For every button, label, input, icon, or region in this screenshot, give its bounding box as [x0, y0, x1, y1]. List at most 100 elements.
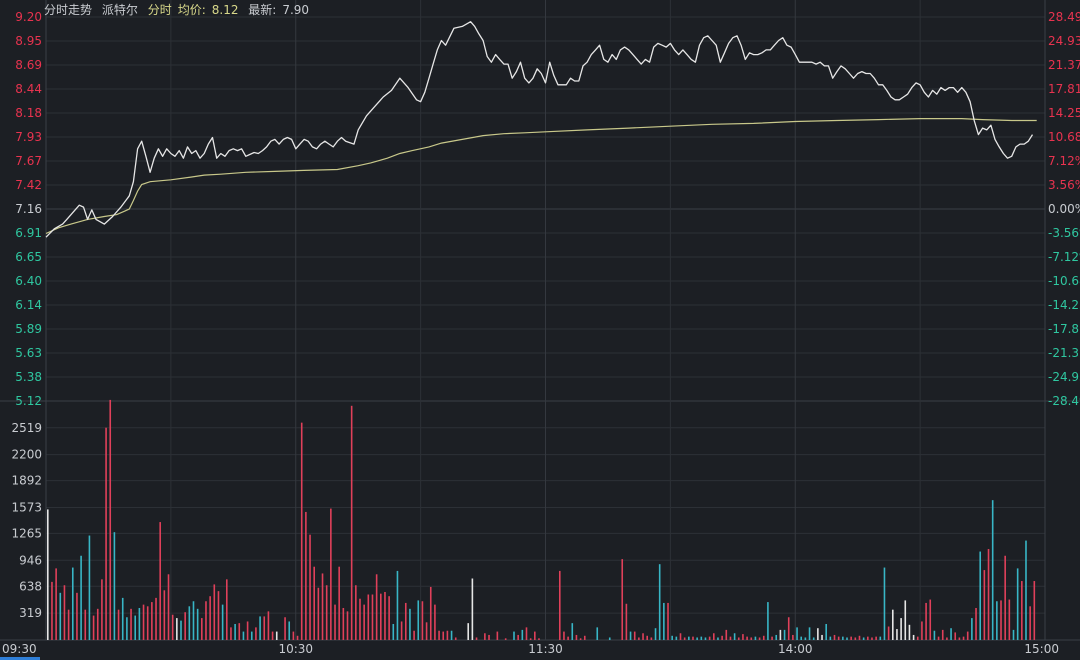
volume-bar [758, 637, 761, 640]
volume-bar [484, 633, 486, 640]
volume-bar [783, 629, 786, 640]
volume-bar [400, 621, 403, 640]
volume-bar [875, 636, 877, 640]
price-tick-label: 5.12 [15, 394, 42, 408]
volume-bar [201, 618, 203, 640]
volume-bar [176, 618, 178, 640]
volume-bar [51, 581, 53, 640]
volume-bar [1025, 540, 1027, 640]
volume-bar [846, 637, 848, 640]
volume-bar [534, 631, 536, 640]
volume-bar [837, 636, 840, 640]
volume-bar [538, 638, 540, 640]
volume-bar [787, 617, 790, 640]
volume-bar [205, 601, 207, 640]
volume-bar [887, 626, 890, 640]
percent-tick-label: 0.00% [1048, 202, 1080, 216]
volume-bar [475, 637, 478, 640]
volume-bar [217, 591, 220, 640]
volume-bar [563, 631, 565, 640]
time-tick-label: 15:00 [1024, 642, 1059, 656]
percent-tick-label: -21.37% [1048, 346, 1080, 360]
volume-bar [879, 636, 882, 640]
volume-bar [987, 549, 990, 640]
volume-bar [167, 574, 170, 640]
time-tick-label: 14:00 [778, 642, 813, 656]
percent-axis-labels: 28.49% 24.93% 21.37% 17.81% 14.25% 10.68% 7.12… [1048, 10, 1080, 408]
volume-bar [1000, 600, 1002, 640]
volume-bar [350, 405, 353, 640]
volume-bar [679, 633, 682, 640]
volume-bar [442, 631, 445, 640]
volume-bar [267, 611, 270, 640]
volume-bar [796, 627, 798, 640]
volume-bar [808, 627, 811, 640]
price-tick-label: 7.16 [15, 202, 42, 216]
volume-bar [608, 637, 611, 640]
percent-tick-label: 7.12% [1048, 154, 1080, 168]
volume-bar [467, 623, 470, 640]
volume-bar [1029, 606, 1031, 640]
volume-bar [392, 623, 395, 640]
volume-bar [196, 608, 199, 640]
volume-bar [650, 637, 653, 640]
volume-bar [671, 635, 673, 640]
volume-bar [958, 637, 961, 640]
volume-bar [284, 617, 286, 640]
volume-bar [388, 596, 390, 640]
percent-tick-label: -10.68% [1048, 274, 1080, 288]
volume-bar [225, 579, 228, 640]
volume-bar [292, 631, 295, 640]
volume-bar [646, 635, 648, 640]
volume-bar [754, 636, 757, 640]
volume-axis-labels: 2519 2200 1892 1573 1265 946 638 319 [11, 421, 42, 620]
volume-bar [937, 636, 940, 640]
percent-tick-label: -14.25% [1048, 298, 1080, 312]
volume-bar [109, 399, 112, 640]
volume-bar [47, 509, 49, 640]
volume-bar [567, 636, 569, 640]
volume-tick-label: 1892 [11, 474, 42, 488]
volume-bar [325, 585, 328, 640]
percent-tick-label: -24.93% [1048, 370, 1080, 384]
volume-bar [71, 567, 74, 640]
volume-bar [833, 634, 836, 640]
volume-bar [900, 618, 902, 640]
volume-bar [725, 629, 728, 640]
percent-tick-label: 24.93% [1048, 34, 1080, 48]
volume-bar [101, 579, 103, 640]
volume-bar [700, 636, 703, 640]
volume-bar [521, 629, 524, 640]
volume-bar [1021, 581, 1023, 640]
volume-bar [908, 624, 911, 640]
volume-bar [912, 634, 915, 640]
volume-bar [579, 638, 582, 640]
volume-bar [355, 585, 357, 640]
volume-bar [209, 596, 211, 640]
volume-bar [1004, 555, 1006, 640]
volume-bar [925, 602, 927, 640]
volume-bar [891, 609, 894, 640]
volume-bar [259, 616, 261, 640]
price-tick-label: 7.42 [15, 178, 42, 192]
volume-bar [800, 636, 803, 640]
volume-bar [733, 633, 736, 640]
volume-bar [771, 636, 773, 640]
volume-bar [421, 601, 424, 640]
volume-bar [113, 532, 116, 640]
volume-bar [192, 601, 195, 640]
price-tick-label: 5.38 [15, 370, 42, 384]
volume-bar [1033, 581, 1036, 640]
volume-bar [380, 593, 382, 640]
volume-bar [346, 611, 349, 640]
volume-bar [916, 636, 919, 640]
volume-bar [429, 586, 432, 640]
volume-bar [867, 636, 869, 640]
grid-lines [0, 0, 1080, 641]
latest-price-label: 最新: [248, 3, 277, 17]
volume-bar [363, 604, 365, 640]
volume-bar [59, 592, 62, 640]
volume-bar [675, 636, 678, 640]
volume-bar [188, 606, 191, 640]
